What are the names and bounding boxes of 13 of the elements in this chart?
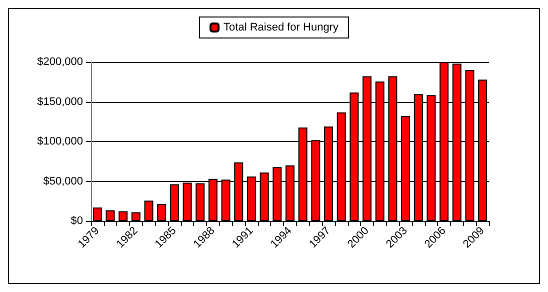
y-tick-label: $0 — [70, 215, 83, 227]
y-tick-label: $150,000 — [37, 96, 83, 108]
legend-label: Total Raised for Hungry — [224, 22, 339, 34]
bar — [144, 200, 154, 221]
bar — [170, 184, 179, 221]
bar — [131, 212, 140, 221]
bar — [106, 210, 115, 221]
y-tick-label: $50,000 — [43, 175, 83, 188]
bar — [92, 207, 102, 221]
y-tick-label: $200,000 — [37, 56, 83, 68]
y-tick-label: $100,000 — [37, 136, 83, 148]
bar — [118, 211, 128, 221]
bar — [157, 204, 166, 221]
